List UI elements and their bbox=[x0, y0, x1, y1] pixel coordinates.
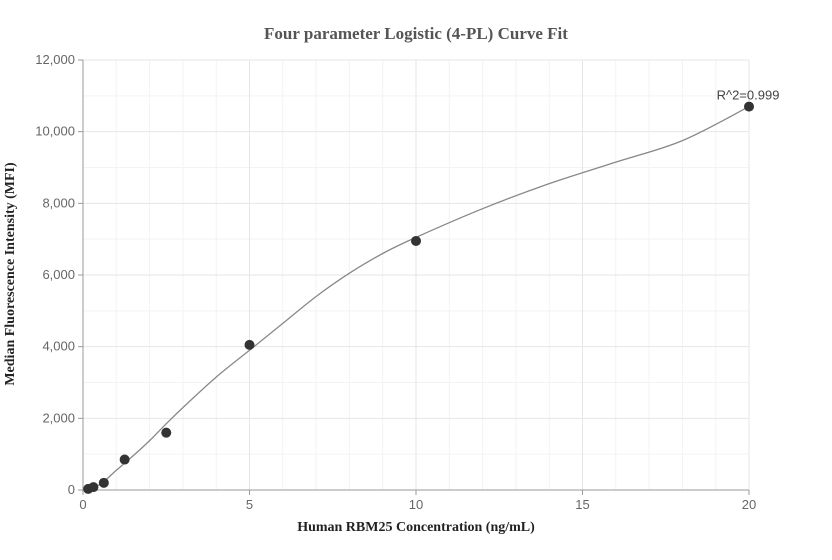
data-point bbox=[119, 454, 130, 465]
major-gridlines bbox=[83, 59, 750, 490]
x-axis-title: Human RBM25 Concentration (ng/mL) bbox=[297, 520, 535, 535]
y-tick-label: 0 bbox=[68, 482, 75, 497]
y-tick-label: 8,000 bbox=[42, 195, 75, 210]
x-tick-label: 5 bbox=[246, 497, 253, 512]
x-tick-label: 15 bbox=[575, 497, 589, 512]
x-tick-label: 0 bbox=[79, 497, 86, 512]
data-point bbox=[744, 101, 754, 112]
y-axis-title: Median Fluorescence Intensity (MFI) bbox=[3, 162, 18, 386]
y-tick-label: 4,000 bbox=[42, 339, 75, 354]
x-tick-label: 20 bbox=[742, 497, 756, 512]
y-tick-label: 6,000 bbox=[42, 267, 75, 282]
data-point bbox=[98, 477, 109, 488]
fit-curve-line bbox=[82, 106, 750, 491]
y-tick-label: 10,000 bbox=[35, 124, 75, 139]
data-point bbox=[244, 339, 255, 350]
y-tick-label: 2,000 bbox=[42, 410, 75, 425]
x-axis-ticks: 0 5 10 15 20 bbox=[79, 490, 756, 512]
y-tick-label: 12,000 bbox=[35, 52, 75, 67]
data-point bbox=[88, 482, 99, 493]
x-tick-label: 10 bbox=[409, 497, 423, 512]
r-squared-annotation: R^2=0.999 bbox=[717, 88, 780, 103]
data-point bbox=[161, 427, 172, 438]
data-points bbox=[83, 101, 754, 494]
chart-title: Four parameter Logistic (4-PL) Curve Fit bbox=[264, 24, 568, 43]
y-axis-ticks: 0 2,000 4,000 6,000 8,000 10,000 12,000 bbox=[35, 52, 83, 497]
data-point bbox=[411, 235, 421, 246]
